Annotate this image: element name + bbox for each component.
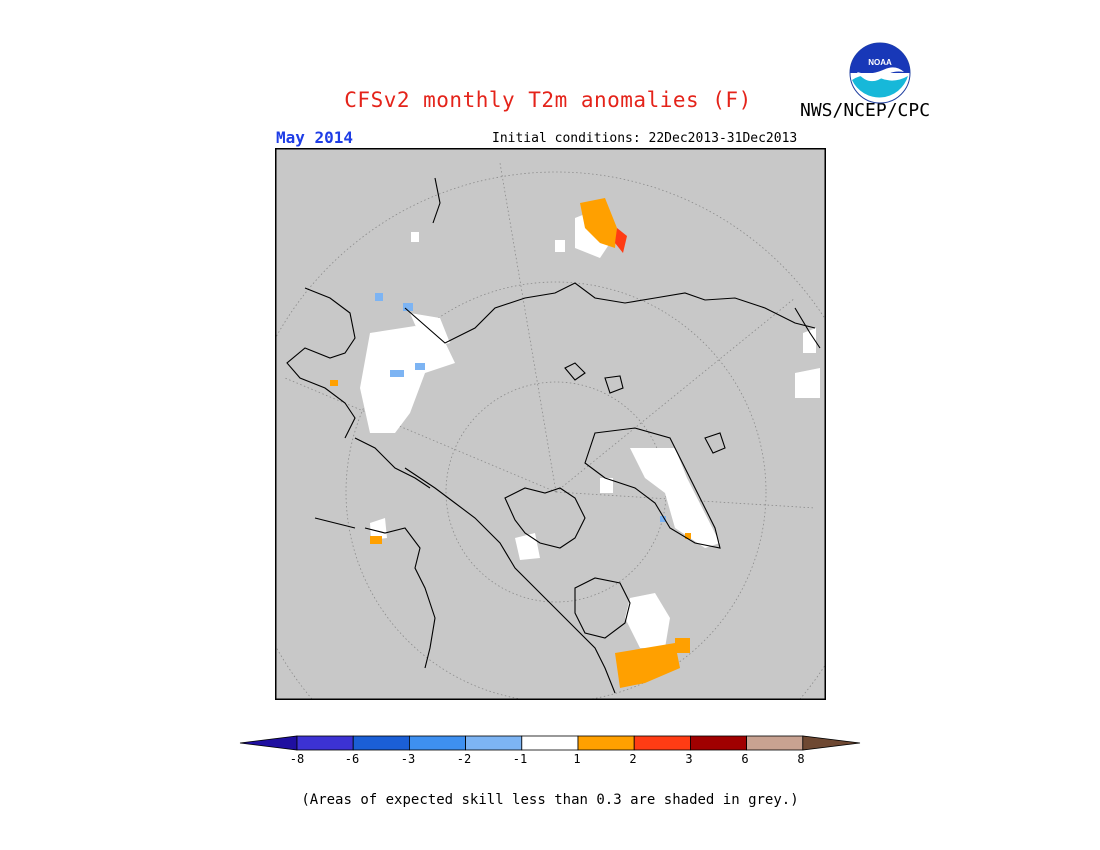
anomaly-orange-regions	[330, 198, 691, 688]
anomaly-red-regions	[615, 228, 627, 253]
legend-tick: -8	[289, 752, 305, 766]
noaa-logo-text: NOAA	[868, 58, 892, 67]
legend-tick: -2	[456, 752, 472, 766]
legend-segment--2_-1	[465, 735, 523, 751]
agency-label: NWS/NCEP/CPC	[800, 100, 931, 121]
coastlines	[286, 177, 821, 694]
map-border	[275, 148, 826, 700]
legend-segment--8_-6	[296, 735, 354, 751]
target-month-label: May 2014	[276, 128, 354, 147]
legend-tick: -1	[512, 752, 528, 766]
color-legend	[239, 735, 861, 751]
legend-segment-1_2	[577, 735, 635, 751]
legend-segment-above-max	[802, 735, 861, 751]
map-background	[275, 148, 826, 700]
legend-tick: -6	[344, 752, 360, 766]
initial-conditions-label: Initial conditions: 22Dec2013-31Dec2013	[492, 131, 798, 146]
legend-tick: 2	[629, 752, 637, 766]
legend-segment-3_6	[689, 735, 747, 751]
legend-segment--6_-3	[352, 735, 410, 751]
legend-tick: 6	[741, 752, 749, 766]
chart-title: CFSv2 monthly T2m anomalies (F)	[344, 88, 752, 112]
legend-segment-below-min	[239, 735, 298, 751]
legend-tick: 1	[573, 752, 581, 766]
legend-segment--1_1	[521, 735, 579, 751]
legend-segment-2_3	[633, 735, 691, 751]
legend-tick: 8	[797, 752, 805, 766]
skill-footnote: (Areas of expected skill less than 0.3 a…	[301, 792, 799, 808]
legend-tick: 3	[685, 752, 693, 766]
legend-tick: -3	[400, 752, 416, 766]
anomaly-light-blue-regions	[375, 293, 666, 522]
color-legend-segments	[239, 735, 861, 751]
legend-segment-6_8	[746, 735, 804, 751]
noaa-logo-icon: NOAA	[849, 42, 911, 104]
polar-anomaly-map	[275, 148, 826, 700]
legend-segment--3_-2	[408, 735, 466, 751]
